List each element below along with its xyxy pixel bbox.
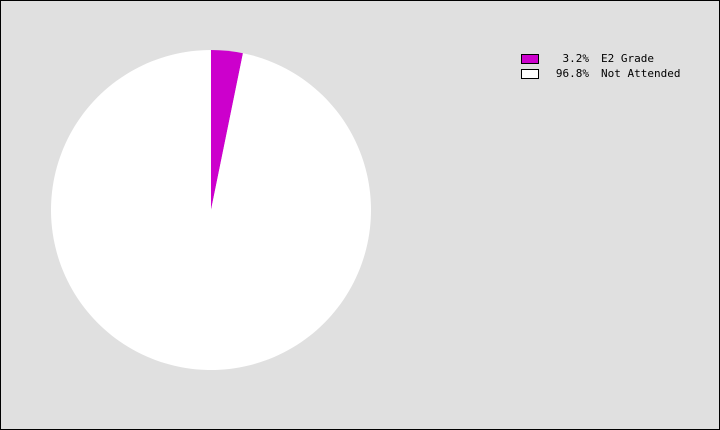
legend-item-not-attended: 96.8% Not Attended — [521, 66, 680, 81]
pie-slice-not-attended — [50, 50, 372, 371]
pie-slice-e2-grade — [211, 50, 243, 210]
legend-label-not-attended: Not Attended — [601, 67, 681, 80]
legend-swatch-not-attended — [521, 68, 539, 79]
legend-percent-not-attended: 96.8% — [555, 67, 589, 80]
legend-percent-e2-grade: 3.2% — [562, 52, 590, 65]
legend: 3.2% E2 Grade 96.8% Not Attended — [521, 51, 680, 81]
legend-swatch-e2-grade — [521, 53, 539, 64]
legend-label-e2-grade: E2 Grade — [601, 52, 654, 65]
legend-item-e2-grade: 3.2% E2 Grade — [521, 51, 680, 66]
